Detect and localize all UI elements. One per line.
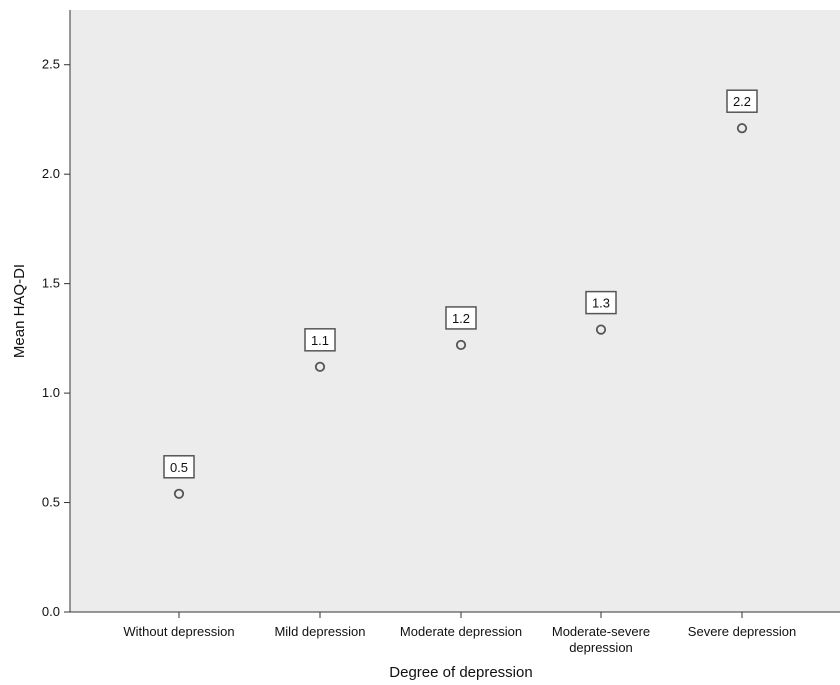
x-tick-label: Moderate depression <box>400 624 522 639</box>
data-label-text: 1.2 <box>452 311 470 326</box>
x-tick-label: Severe depression <box>688 624 796 639</box>
data-label: 1.1 <box>304 328 336 352</box>
data-label: 1.2 <box>445 306 477 330</box>
data-label: 0.5 <box>163 455 195 479</box>
data-label-text: 1.1 <box>311 333 329 348</box>
data-point <box>595 324 607 335</box>
data-label: 2.2 <box>726 89 758 113</box>
data-points: 0.5 1.1 1.2 1.3 2.2 <box>163 89 758 499</box>
data-point <box>455 339 467 351</box>
y-tick-label: 0.0 <box>42 604 60 619</box>
x-tick-label: depression <box>569 640 633 655</box>
y-axis: 0.0 0.5 1.0 1.5 2.0 2.5 <box>42 10 71 619</box>
data-label: 1.3 <box>585 290 617 315</box>
data-point <box>314 361 326 372</box>
y-tick-label: 1.5 <box>42 276 60 291</box>
x-axis: Without depression Mild depression Moderat… <box>70 611 840 655</box>
data-label-text: 0.5 <box>170 460 188 475</box>
x-tick-label: Without depression <box>123 624 234 639</box>
data-label-box <box>445 306 477 330</box>
x-tick-label: Mild depression <box>274 624 365 639</box>
y-tick-label: 0.5 <box>42 495 60 510</box>
y-tick-label: 2.5 <box>42 57 60 72</box>
data-point <box>736 123 748 134</box>
x-axis-title: Degree of depression <box>389 664 532 681</box>
y-tick-label: 1.0 <box>42 385 60 400</box>
data-label-box <box>726 89 758 113</box>
data-point <box>173 488 185 499</box>
y-tick-label: 2.0 <box>42 166 60 181</box>
data-label-text: 1.3 <box>592 296 610 311</box>
data-label-text: 2.2 <box>733 94 751 109</box>
x-tick-label: Moderate-severe <box>552 624 650 639</box>
data-label-box <box>585 290 617 315</box>
data-label-box <box>304 328 336 352</box>
data-label-box <box>163 455 195 479</box>
y-axis-title: Mean HAQ-DI <box>11 264 28 358</box>
